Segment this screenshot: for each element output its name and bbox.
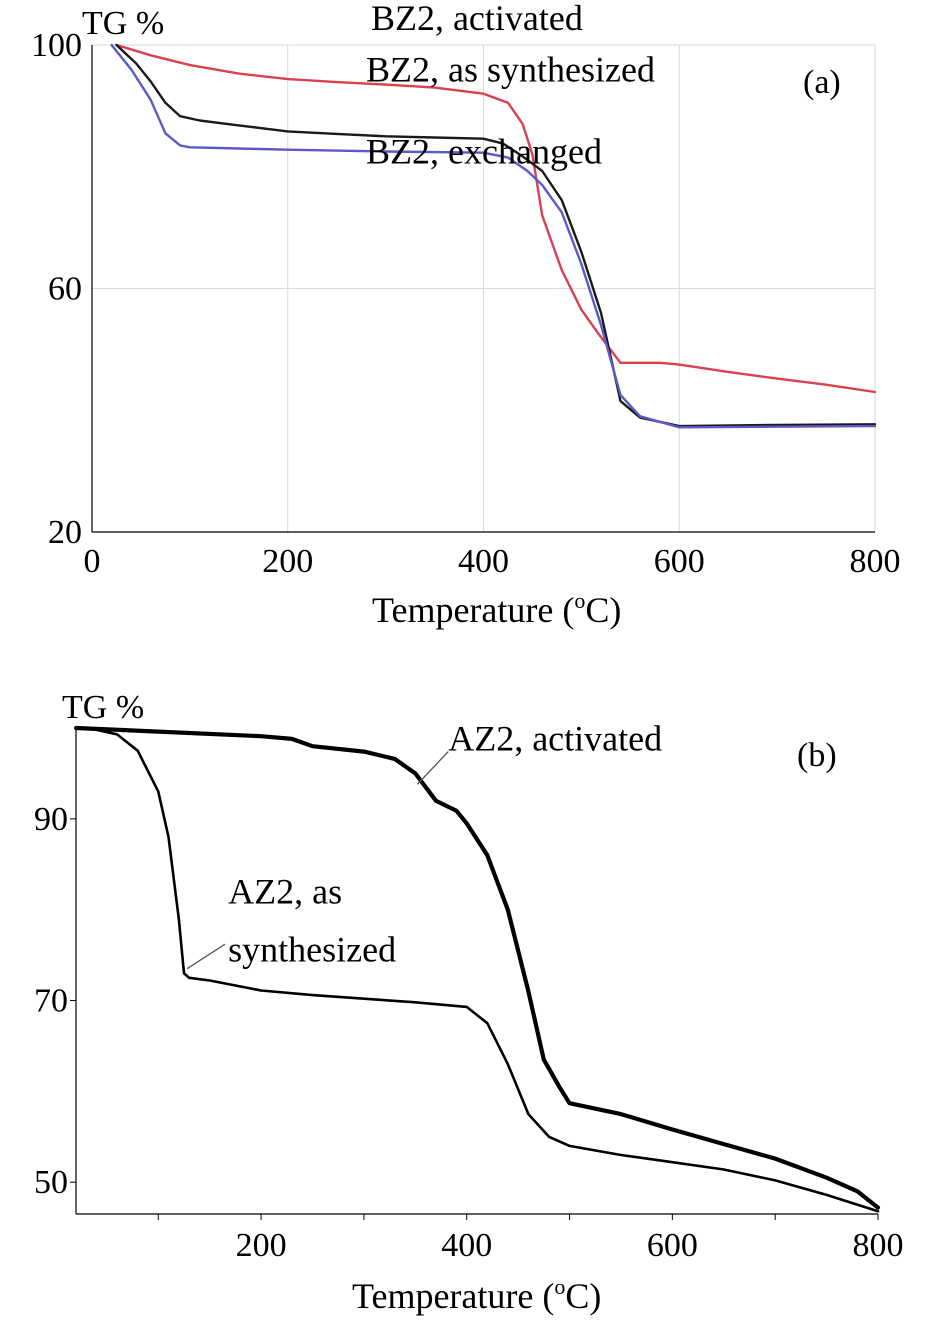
series-line-bz2-exchanged — [110, 43, 877, 429]
x-tick-label-a-400: 400 — [458, 543, 509, 580]
x-tick-label-a-200: 200 — [262, 543, 313, 580]
x-axis-label-b-sup: o — [554, 1274, 565, 1299]
x-tick-labels-b: 200 400 600 800 — [236, 1227, 904, 1264]
panel-label-a: (a) — [803, 64, 841, 101]
x-tick-labels-a: 0 200 400 600 800 — [84, 543, 901, 580]
x-axis-label-a: Temperature (oC) — [372, 588, 621, 630]
annotation-a-0: BZ2, activated — [371, 0, 583, 38]
x-axis-label-b: Temperature (oC) — [352, 1274, 601, 1316]
x-tick-label-b-400: 400 — [441, 1227, 492, 1264]
annotation-pointer-b-0 — [416, 751, 449, 785]
x-tick-label-b-800: 800 — [853, 1227, 904, 1264]
annotation-b-0: AZ2, activated — [448, 719, 662, 759]
annotations-b: AZ2, activated AZ2, as synthesized — [228, 719, 662, 970]
annotation-b-2: synthesized — [228, 929, 396, 969]
minor-ticks-b — [70, 818, 879, 1220]
y-tick-label-a-60: 60 — [48, 271, 82, 308]
series-line-az2-activated — [73, 725, 881, 1210]
x-tick-label-b-600: 600 — [647, 1227, 698, 1264]
y-axis-label-b: TG % — [62, 689, 144, 726]
y-tick-label-b-90: 90 — [34, 801, 68, 838]
x-axis-label-a-sup: o — [574, 588, 585, 613]
annotation-pointers-b — [186, 751, 449, 970]
x-axis-label-b-main: Temperature ( — [352, 1276, 554, 1316]
panel-label-b: (b) — [797, 737, 837, 774]
x-tick-label-a-0: 0 — [84, 543, 101, 580]
y-tick-label-a-100: 100 — [31, 27, 82, 64]
x-tick-label-a-800: 800 — [850, 543, 901, 580]
series-group-a — [110, 43, 877, 429]
y-axis-label-a: TG % — [82, 5, 164, 42]
y-tick-labels-a: 100 60 20 — [31, 27, 82, 551]
annotation-pointer-b-1 — [186, 943, 226, 970]
y-tick-label-a-20: 20 — [48, 514, 82, 551]
y-tick-label-b-70: 70 — [34, 983, 68, 1020]
series-group-b — [73, 725, 881, 1213]
x-axis-label-b-tail: C) — [565, 1276, 601, 1316]
x-axis-label-a-tail: C) — [585, 590, 621, 630]
series-line-bz2-activated — [115, 43, 877, 394]
gridlines-a — [92, 44, 876, 532]
y-tick-labels-b: 90 70 50 — [34, 801, 68, 1201]
y-tick-label-b-50: 50 — [34, 1164, 68, 1201]
x-tick-label-b-200: 200 — [236, 1227, 287, 1264]
annotation-a-1: BZ2, as synthesized — [366, 50, 655, 90]
x-tick-label-a-600: 600 — [654, 543, 705, 580]
annotation-b-1: AZ2, as — [228, 871, 342, 911]
annotation-a-2: BZ2, exchanged — [366, 132, 602, 172]
series-line-bz2-as-synthesized — [115, 43, 877, 428]
series-line-az2-as-synthesized — [74, 726, 880, 1213]
x-axis-label-a-main: Temperature ( — [372, 590, 574, 630]
annotations-a: BZ2, activated BZ2, as synthesized BZ2, ex… — [366, 0, 655, 172]
